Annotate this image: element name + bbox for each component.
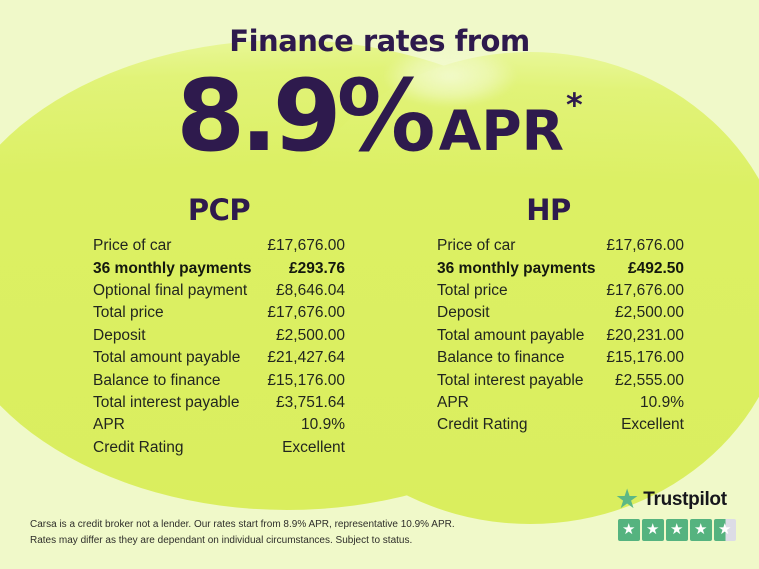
finance-row-value: £17,676.00 (267, 304, 345, 322)
finance-row: Deposit £2,500.00 (93, 325, 345, 347)
finance-row-label: Optional final payment (93, 281, 248, 299)
finance-row-value: £15,176.00 (267, 371, 345, 389)
finance-row: Deposit £2,500.00 (437, 302, 684, 324)
trustpilot-star-box: ★ (666, 519, 688, 541)
trustpilot-star-box: ★ (714, 519, 736, 541)
finance-row: Total price £17,676.00 (93, 302, 345, 324)
finance-row: Credit Rating Excellent (437, 414, 684, 436)
finance-row-value: £3,751.64 (276, 393, 345, 411)
trustpilot-wordmark: Trustpilot (643, 489, 727, 510)
legal-disclaimer: Carsa is a credit broker not a lender. O… (30, 517, 490, 548)
trustpilot-star-icon: ★ (615, 484, 640, 515)
rate-value: 8.9% (176, 59, 436, 174)
finance-row-value: £2,555.00 (615, 371, 684, 389)
finance-row-value: £20,231.00 (606, 326, 684, 344)
finance-row-value: £15,176.00 (606, 349, 684, 367)
finance-row-value: £492.50 (627, 259, 684, 277)
finance-table-hp: Price of car £17,676.00 36 monthly payme… (437, 235, 684, 437)
finance-row-label: Balance to finance (93, 371, 221, 389)
finance-column-pcp: PCP Price of car £17,676.00 36 monthly p… (93, 195, 345, 459)
finance-row: Total amount payable £21,427.64 (93, 347, 345, 369)
finance-row-value: 10.9% (640, 393, 684, 411)
finance-row-value: £17,676.00 (606, 281, 684, 299)
finance-row: Balance to finance £15,176.00 (437, 347, 684, 369)
finance-row: Total interest payable £2,555.00 (437, 369, 684, 391)
finance-row-label: Total interest payable (93, 393, 240, 411)
finance-row-value: Excellent (282, 438, 345, 456)
finance-row: Total amount payable £20,231.00 (437, 325, 684, 347)
finance-row: Balance to finance £15,176.00 (93, 369, 345, 391)
finance-column-hp: HP Price of car £17,676.00 36 monthly pa… (437, 195, 684, 437)
rate-unit: APR (438, 99, 565, 163)
finance-row: Total interest payable £3,751.64 (93, 392, 345, 414)
finance-row: Credit Rating Excellent (93, 437, 345, 459)
finance-row-value: £2,500.00 (276, 326, 345, 344)
finance-row-label: APR (437, 393, 469, 411)
disclaimer-line-2: Rates may differ as they are dependant o… (30, 534, 413, 546)
banner-title: Finance rates from (229, 24, 530, 58)
finance-row: Price of car £17,676.00 (93, 235, 345, 257)
headline-rate: 8.9% APR * (0, 65, 759, 169)
finance-row-label: Total amount payable (93, 349, 241, 367)
finance-row-value: £293.76 (288, 259, 345, 277)
finance-row: Price of car £17,676.00 (437, 235, 684, 257)
finance-row-value: £17,676.00 (606, 237, 684, 255)
finance-row-label: Credit Rating (437, 416, 528, 434)
finance-row-label: Total interest payable (437, 371, 584, 389)
column-header-hp: HP (526, 193, 571, 227)
finance-row-label: 36 monthly payments (437, 259, 596, 277)
finance-row-value: £8,646.04 (276, 281, 345, 299)
green-blob-right (272, 52, 759, 524)
finance-row-label: 36 monthly payments (93, 259, 252, 277)
finance-row-value: £21,427.64 (267, 349, 345, 367)
finance-row-label: Total amount payable (437, 326, 585, 344)
trustpilot-star-box: ★ (690, 519, 712, 541)
finance-row-label: Credit Rating (93, 438, 184, 456)
finance-row: APR 10.9% (437, 392, 684, 414)
finance-row: 36 monthly payments £492.50 (437, 257, 684, 279)
finance-row-label: Price of car (437, 237, 516, 255)
finance-row-label: Total price (437, 281, 508, 299)
finance-row: APR 10.9% (93, 414, 345, 436)
blob-valley-highlight (360, 34, 540, 118)
finance-row-label: Total price (93, 304, 164, 322)
finance-row-value: Excellent (621, 416, 684, 434)
finance-row-label: APR (93, 416, 125, 434)
finance-row-value: £2,500.00 (615, 304, 684, 322)
finance-row: Total price £17,676.00 (437, 280, 684, 302)
finance-row: 36 monthly payments £293.76 (93, 257, 345, 279)
finance-table-pcp: Price of car £17,676.00 36 monthly payme… (93, 235, 345, 459)
finance-row-label: Deposit (93, 326, 146, 344)
rate-asterisk: * (566, 86, 583, 125)
finance-row-value: £17,676.00 (267, 237, 345, 255)
trustpilot-widget: ★ Trustpilot ★ ★ ★ ★ ★ (615, 484, 741, 541)
finance-row-label: Deposit (437, 304, 490, 322)
trustpilot-star-box: ★ (618, 519, 640, 541)
finance-row-value: 10.9% (301, 416, 345, 434)
trustpilot-logo: ★ Trustpilot (615, 484, 741, 515)
trustpilot-stars: ★ ★ ★ ★ ★ (618, 519, 741, 541)
column-header-pcp: PCP (187, 193, 251, 227)
trustpilot-star-box: ★ (642, 519, 664, 541)
finance-row-label: Balance to finance (437, 349, 565, 367)
finance-row: Optional final payment £8,646.04 (93, 280, 345, 302)
disclaimer-line-1: Carsa is a credit broker not a lender. O… (30, 519, 455, 530)
finance-row-label: Price of car (93, 237, 172, 255)
